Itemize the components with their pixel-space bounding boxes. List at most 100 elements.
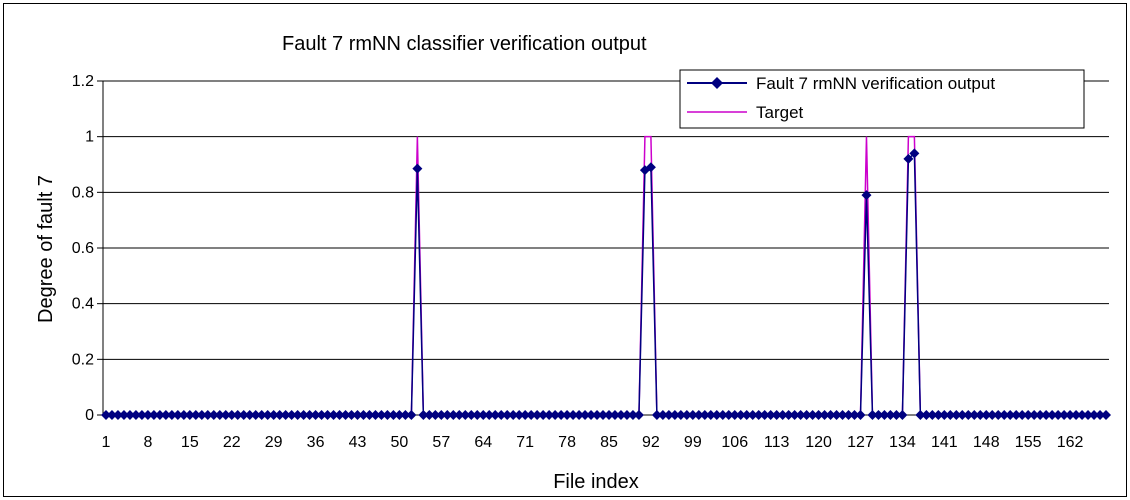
output-point — [1059, 410, 1070, 420]
output-point — [1053, 410, 1064, 420]
x-tick-label: 155 — [1015, 434, 1042, 451]
output-point — [735, 410, 746, 420]
output-point — [849, 410, 860, 420]
output-point — [675, 410, 686, 420]
output-point — [1071, 410, 1082, 420]
output-point — [556, 410, 567, 420]
output-point — [586, 410, 597, 420]
legend-target-label: Target — [756, 103, 804, 122]
series-output — [100, 148, 1112, 420]
output-point — [100, 410, 111, 420]
output-point — [651, 410, 662, 420]
output-point — [981, 410, 992, 420]
x-tick-label: 71 — [516, 434, 534, 451]
output-point — [909, 148, 920, 159]
output-point — [999, 410, 1010, 420]
output-point — [633, 410, 644, 420]
target-line — [105, 135, 1107, 416]
output-point — [975, 410, 986, 420]
output-point — [226, 410, 237, 420]
output-point — [472, 410, 483, 420]
output-point — [106, 410, 117, 420]
output-point — [1065, 410, 1076, 420]
y-tick-label: 0.2 — [72, 351, 94, 368]
output-point — [1083, 410, 1094, 420]
output-point — [130, 410, 141, 420]
output-point — [334, 410, 345, 420]
output-point — [538, 410, 549, 420]
x-tick-label: 1 — [102, 434, 111, 451]
output-point — [382, 410, 393, 420]
output-point — [250, 410, 261, 420]
output-point — [532, 410, 543, 420]
output-point — [154, 410, 165, 420]
legend-box — [679, 69, 1085, 129]
output-point — [885, 410, 896, 420]
output-point — [412, 163, 423, 174]
output-point — [1095, 410, 1106, 420]
output-point — [1029, 410, 1040, 420]
output-point — [526, 410, 537, 420]
x-tick-label: 113 — [764, 434, 790, 451]
output-point — [645, 162, 656, 173]
output-point — [424, 410, 435, 420]
output-point — [753, 410, 764, 420]
output-point — [891, 410, 902, 420]
output-point — [580, 410, 591, 420]
output-point — [190, 410, 201, 420]
x-tick-label: 85 — [600, 434, 618, 451]
x-tick-label: 29 — [265, 434, 283, 451]
output-point — [442, 410, 453, 420]
output-point — [831, 410, 842, 420]
output-point — [705, 410, 716, 420]
output-point — [172, 410, 183, 420]
output-point — [286, 410, 297, 420]
output-point — [268, 410, 279, 420]
legend-output-label: Fault 7 rmNN verification output — [756, 74, 995, 93]
output-point — [1047, 410, 1058, 420]
output-point — [699, 410, 710, 420]
output-point — [987, 410, 998, 420]
y-tick-label: 0.6 — [72, 240, 94, 257]
output-point — [771, 410, 782, 420]
output-point — [603, 410, 614, 420]
output-point — [460, 410, 471, 420]
y-tick-label: 0.4 — [72, 296, 94, 313]
output-point — [609, 410, 620, 420]
output-point — [897, 410, 908, 420]
output-point — [418, 410, 429, 420]
output-point — [621, 410, 632, 420]
output-point — [406, 410, 417, 420]
output-point — [358, 410, 369, 420]
output-point — [136, 410, 147, 420]
output-point — [568, 410, 579, 420]
output-point — [508, 410, 519, 420]
output-point — [879, 410, 890, 420]
output-point — [484, 410, 495, 420]
series-target — [105, 135, 1107, 416]
output-point — [430, 410, 441, 420]
output-point — [562, 410, 573, 420]
output-point — [478, 410, 489, 420]
output-point — [729, 410, 740, 420]
output-point — [364, 410, 375, 420]
x-tick-label: 134 — [889, 434, 916, 451]
output-point — [490, 410, 501, 420]
output-point — [352, 410, 363, 420]
output-point — [346, 410, 357, 420]
output-point — [436, 410, 447, 420]
output-point — [496, 410, 507, 420]
output-point — [789, 410, 800, 420]
x-axis-label: File index — [553, 471, 639, 493]
y-tick-label: 1.2 — [72, 73, 94, 90]
output-point — [298, 410, 309, 420]
x-tick-label: 36 — [307, 434, 325, 451]
legend-output-marker — [711, 77, 723, 89]
x-tick-label: 64 — [474, 434, 492, 451]
x-tick-label: 106 — [721, 434, 748, 451]
output-point — [759, 410, 770, 420]
output-point — [220, 410, 231, 420]
output-point — [915, 410, 926, 420]
gridlines — [103, 80, 1109, 360]
